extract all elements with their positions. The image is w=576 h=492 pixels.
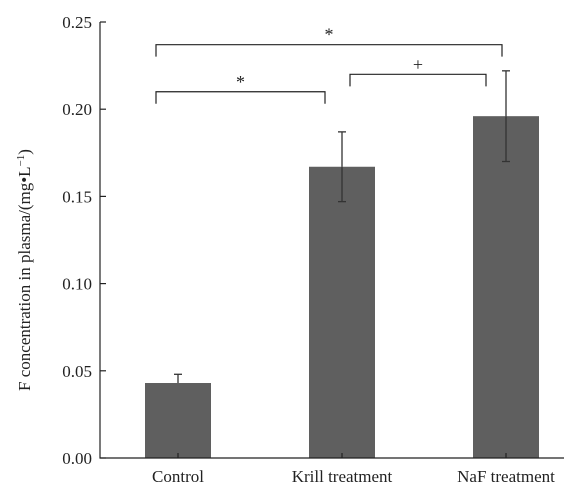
y-tick-label: 0.00	[62, 449, 92, 468]
bar-0	[145, 383, 211, 458]
bar-1	[309, 166, 375, 458]
x-tick-label: Krill treatment	[292, 467, 393, 486]
y-tick-label: 0.25	[62, 13, 92, 32]
significance-bracket-1	[349, 73, 487, 87]
x-tick-label: Control	[152, 467, 204, 486]
y-tick-label: 0.10	[62, 275, 92, 294]
significance-label-2: *	[325, 25, 334, 45]
significance-bracket-2	[155, 44, 503, 57]
y-axis-title: F concentration in plasma/(mg•L−1)	[15, 149, 34, 391]
axis-lines	[99, 22, 564, 459]
bar-2	[473, 116, 539, 459]
significance-label-0: *	[236, 72, 245, 92]
y-tick-label: 0.15	[62, 187, 92, 206]
y-axis-ticks: 0.00 0.05 0.10 0.15 0.20 0.25	[62, 13, 106, 468]
y-tick-label: 0.20	[62, 100, 92, 119]
y-axis-title-group: F concentration in plasma/(mg•L−1)	[15, 149, 34, 391]
bars	[145, 116, 539, 459]
x-axis-categories: Control Krill treatment NaF treatment	[152, 453, 555, 486]
significance-bracket-0	[155, 91, 326, 104]
y-tick-label: 0.05	[62, 362, 92, 381]
significance-label-1: +	[413, 54, 423, 74]
x-tick-label: NaF treatment	[457, 467, 555, 486]
significance-brackets: * + *	[155, 25, 503, 104]
error-bars	[174, 70, 510, 384]
